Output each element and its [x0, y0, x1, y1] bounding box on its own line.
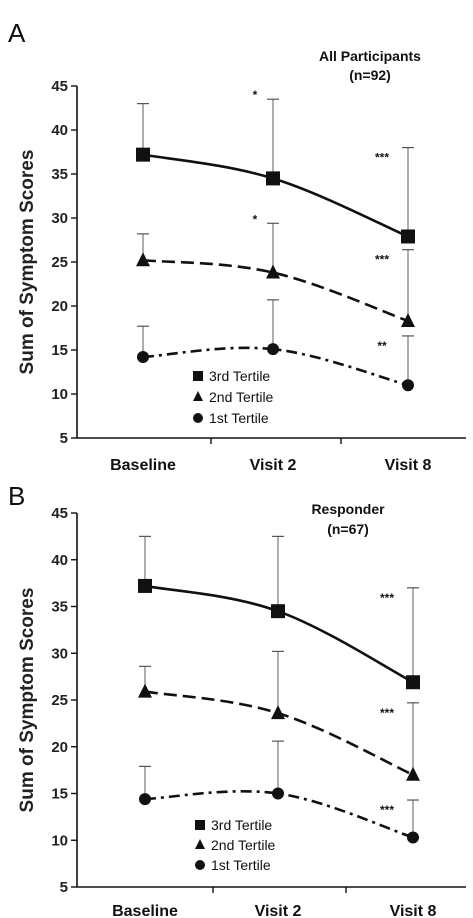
significance-marker: * — [253, 212, 258, 226]
significance-marker: *** — [380, 591, 394, 605]
series-line — [144, 790, 414, 839]
y-tick-label: 45 — [51, 505, 68, 522]
y-tick-label: 30 — [51, 210, 68, 227]
y-tick-label: 35 — [51, 599, 68, 616]
x-tick-label: Visit 2 — [255, 903, 302, 918]
data-point — [136, 252, 150, 267]
legend-label: 2nd Tertile — [211, 837, 276, 853]
y-tick-label: 35 — [51, 166, 68, 183]
legend-label: 1st Tertile — [211, 857, 271, 873]
x-tick-label: Baseline — [110, 457, 176, 474]
legend-label: 1st Tertile — [209, 410, 269, 426]
x-tick-label: Baseline — [112, 903, 178, 918]
y-tick-label: 10 — [51, 832, 68, 849]
data-point — [401, 229, 415, 244]
y-axis-label: Sum of Symptom Scores — [17, 150, 38, 375]
panel-letter: A — [8, 18, 26, 48]
data-point — [271, 604, 285, 619]
chart-subtitle: (n=67) — [327, 521, 369, 537]
y-tick-label: 5 — [60, 879, 68, 896]
series-triangle: **** — [136, 212, 415, 327]
y-tick-label: 20 — [51, 739, 68, 756]
data-point — [402, 379, 414, 392]
series-circle: *** — [139, 740, 419, 844]
x-tick-label: Visit 8 — [390, 903, 437, 918]
legend: 3rd Tertile 2nd Tertile 1st Tertile — [195, 817, 276, 873]
data-point — [271, 705, 285, 720]
series-triangle: *** — [138, 650, 420, 781]
data-point — [266, 171, 280, 186]
series-circle: ** — [137, 299, 414, 392]
y-tick-label: 25 — [51, 692, 68, 709]
significance-marker: ** — [377, 339, 387, 353]
y-tick-label: 40 — [51, 122, 68, 139]
y-tick-label: 5 — [60, 430, 68, 447]
chart-title: Responder — [311, 501, 385, 517]
legend-label: 3rd Tertile — [209, 368, 270, 384]
legend-marker-circle — [195, 860, 205, 870]
data-point — [138, 578, 152, 593]
series-line — [142, 258, 409, 323]
chart-subtitle: (n=92) — [349, 67, 391, 83]
legend-label: 2nd Tertile — [209, 389, 274, 405]
y-tick-label: 15 — [51, 786, 68, 803]
data-point — [139, 793, 151, 806]
y-tick-label: 15 — [51, 342, 68, 359]
y-tick-label: 10 — [51, 386, 68, 403]
significance-marker: * — [253, 88, 258, 102]
x-tick-label: Visit 8 — [385, 457, 432, 474]
legend-marker-circle — [193, 413, 203, 423]
data-point — [406, 675, 420, 690]
series-line — [144, 690, 414, 776]
y-axis-label: Sum of Symptom Scores — [17, 588, 38, 813]
significance-marker: *** — [375, 151, 389, 165]
legend-marker-triangle — [193, 391, 203, 401]
data-point — [137, 351, 149, 364]
data-point — [272, 787, 284, 800]
y-tick-label: 30 — [51, 645, 68, 662]
data-point — [136, 147, 150, 162]
y-tick-label: 25 — [51, 254, 68, 271]
data-point — [266, 264, 280, 279]
legend: 3rd Tertile 2nd Tertile 1st Tertile — [193, 368, 274, 426]
series-square: *** — [138, 535, 420, 690]
panel-letter: B — [8, 481, 25, 511]
data-point — [406, 766, 420, 781]
significance-marker: *** — [380, 803, 394, 817]
chart-panel-a: A 5 10 15 20 25 30 35 40 45 Baseline Visit 2 Visit 8… — [8, 18, 466, 474]
y-tick-label: 40 — [51, 552, 68, 569]
chart-title: All Participants — [319, 48, 421, 64]
legend-marker-square — [195, 820, 205, 830]
x-tick-label: Visit 2 — [250, 457, 297, 474]
data-point — [138, 683, 152, 698]
legend-marker-triangle — [195, 839, 205, 849]
data-point — [401, 312, 415, 327]
series-square: **** — [136, 88, 415, 244]
significance-marker: *** — [380, 706, 394, 720]
data-point — [407, 831, 419, 844]
legend-label: 3rd Tertile — [211, 817, 272, 833]
series-line — [144, 584, 414, 684]
data-point — [267, 343, 279, 356]
y-tick-label: 45 — [51, 78, 68, 95]
chart-panel-b: B 5 10 15 20 25 30 35 40 45 Baseline Visit 2 Visit 8… — [8, 481, 466, 918]
y-tick-label: 20 — [51, 298, 68, 315]
legend-marker-square — [193, 371, 203, 381]
series-line — [142, 153, 409, 238]
significance-marker: *** — [375, 253, 389, 267]
